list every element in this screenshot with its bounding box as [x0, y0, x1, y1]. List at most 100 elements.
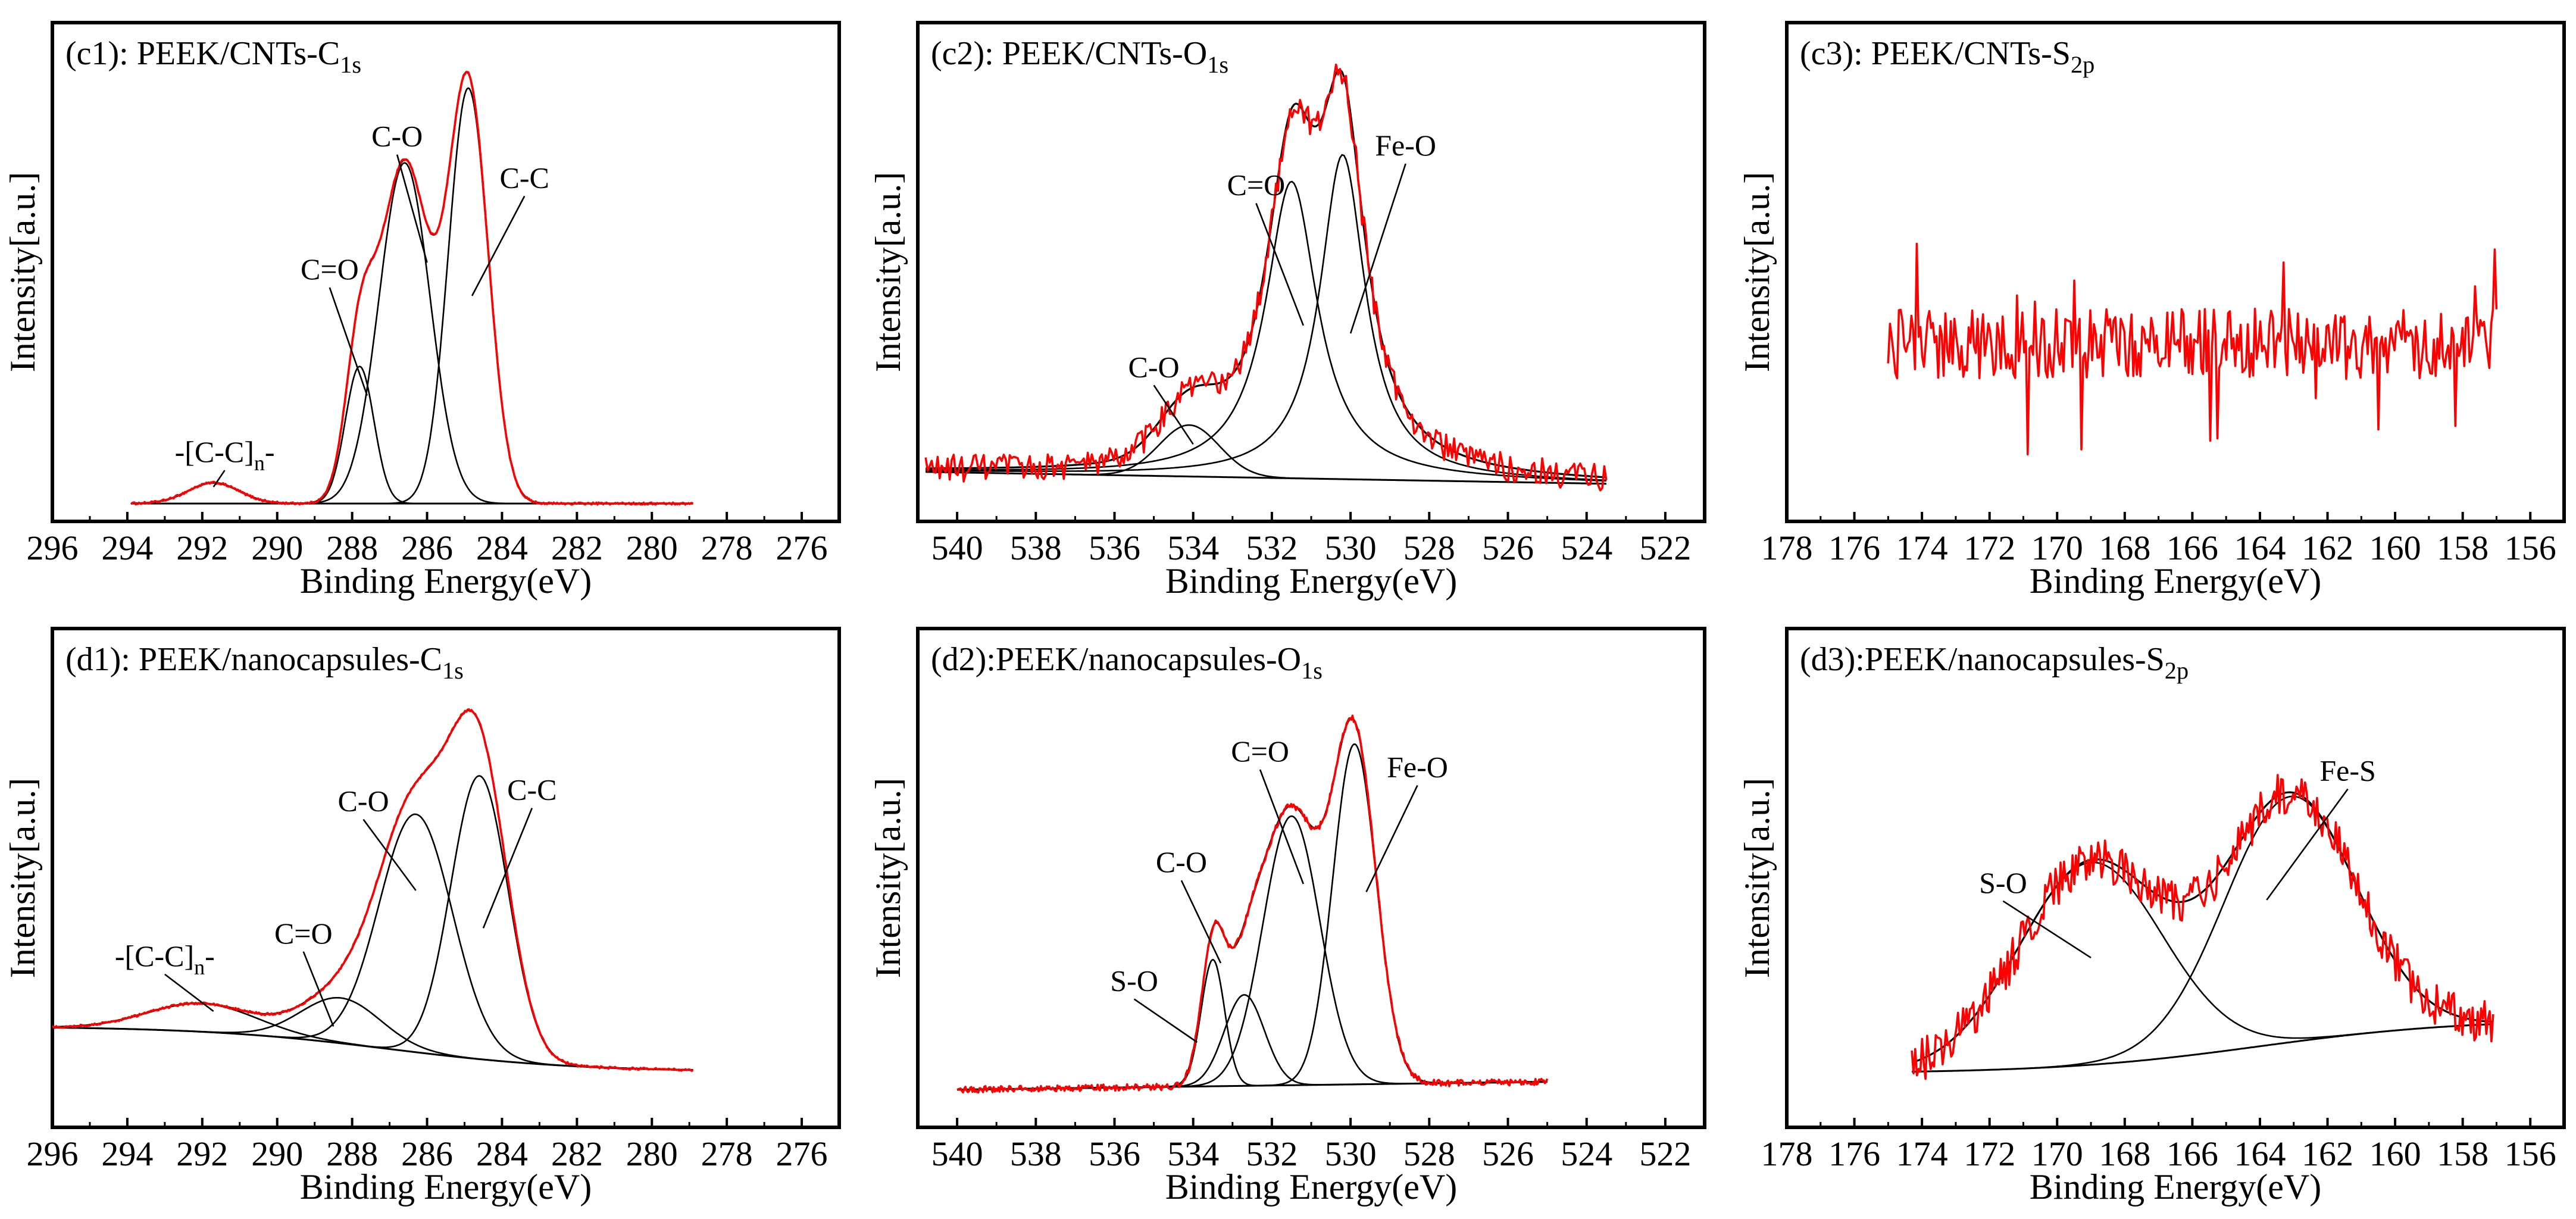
- peak-label-cc-tail: -: [205, 939, 215, 973]
- peak-label-co-text: C-O: [337, 784, 389, 818]
- panel-title-text: (c3): PEEK/CNTs-S: [1800, 35, 2071, 72]
- fit-envelope: [1911, 791, 2493, 1064]
- peak-label-fes-text: Fe-S: [2319, 754, 2375, 787]
- x-tick-label: 540: [931, 1134, 983, 1173]
- x-tick-label: 170: [2031, 529, 2083, 567]
- x-axis-title: Binding Energy(eV): [1165, 561, 1457, 601]
- panel-title: (c2): PEEK/CNTs-O1s: [931, 35, 1228, 78]
- background-line: [52, 1026, 693, 1071]
- x-tick-label: 156: [2505, 1134, 2556, 1173]
- plot-frame: [916, 627, 1706, 1129]
- annotation-leader-line: [1349, 163, 1406, 334]
- annotation-leader-line: [1255, 203, 1304, 326]
- peak-label-cc: -[C-C]n-: [175, 435, 275, 475]
- peak-label-cc: -[C-C]n-: [115, 939, 215, 979]
- panel-c1: 296 294 292 290 288 286 284 282 280 278 276 Binding…: [3, 21, 841, 601]
- x-tick-label: 162: [2302, 529, 2353, 567]
- peak-label-cc-text: -[C-C]: [175, 435, 254, 468]
- x-tick-label: 170: [2031, 1134, 2083, 1173]
- annotation-leader-line: [396, 154, 428, 263]
- peak-CC-component: [52, 775, 693, 1071]
- x-tick-label: 286: [401, 529, 453, 567]
- x-tick-label: 290: [251, 529, 303, 567]
- x-tick-label: 156: [2505, 529, 2556, 567]
- panel-title: (d1): PEEK/nanocapsules-C1s: [65, 641, 464, 684]
- peak-label-co-text: C=O: [301, 252, 359, 286]
- annotation-leader-line: [1180, 880, 1222, 964]
- peak-label-co: C=O: [1227, 168, 1286, 201]
- fit-envelope: [957, 717, 1548, 1091]
- peak-label-co-text: C=O: [274, 917, 333, 950]
- x-tick-label: 538: [1010, 529, 1062, 567]
- x-tick-label: 534: [1167, 1134, 1219, 1173]
- annotation-leader-line: [362, 818, 417, 891]
- annotation-leader-line: [1153, 385, 1194, 445]
- x-tick-label: 160: [2369, 1134, 2421, 1173]
- x-tick-label: 536: [1089, 529, 1140, 567]
- x-tick-label: 532: [1246, 1134, 1298, 1173]
- x-axis-title: Binding Energy(eV): [300, 1167, 592, 1207]
- peak-CO-component: [957, 994, 1548, 1091]
- annotation-leader-line: [1365, 785, 1418, 892]
- measured-spectrum: [924, 63, 1608, 492]
- peak-label-co: C=O: [1231, 734, 1289, 768]
- x-tick-label: 166: [2167, 1134, 2218, 1173]
- x-axis-title: Binding Energy(eV): [2030, 561, 2321, 601]
- panel-title-subscript: 1s: [442, 657, 464, 684]
- annotation-leader-line: [164, 973, 214, 1012]
- x-tick-label: 296: [27, 529, 79, 567]
- x-tick-label: 284: [476, 529, 528, 567]
- x-tick-label: 174: [1896, 529, 1948, 567]
- peak-label-feo-text: Fe-O: [1387, 751, 1448, 784]
- peak-label-co: C-O: [371, 120, 423, 153]
- plot-frame: [51, 627, 841, 1129]
- panel-title-text: (d1): PEEK/nanocapsules-C: [65, 641, 442, 678]
- peak-label-cc: C-C: [500, 161, 549, 195]
- x-tick-label: 528: [1403, 1134, 1455, 1173]
- measured-spectrum: [1887, 242, 2498, 456]
- peak-FeO-component: [957, 743, 1548, 1091]
- panel-title-subscript: 2p: [2165, 657, 2189, 684]
- x-tick-label: 296: [27, 1134, 79, 1173]
- peak-label-cc-text: -[C-C]: [115, 939, 194, 973]
- x-tick-label: 168: [2099, 529, 2150, 567]
- annotation-leader-line: [471, 195, 526, 296]
- panel-c3: 178 176 174 172 170 168 166 164 162 160 158 156 Bind…: [1737, 21, 2566, 601]
- peak-CCn-component: [131, 482, 693, 505]
- peak-label-cc-text: C-C: [507, 773, 557, 807]
- x-tick-label: 282: [551, 1134, 603, 1173]
- x-tick-label: 290: [251, 1134, 303, 1173]
- x-tick-label: 158: [2437, 1134, 2489, 1173]
- x-tick-label: 276: [776, 1134, 828, 1173]
- measured-spectrum: [51, 708, 694, 1072]
- plot-frame: [916, 21, 1706, 523]
- x-tick-label: 532: [1246, 529, 1298, 567]
- peak-label-cc-subscript: n: [194, 955, 205, 979]
- x-tick-label: 538: [1010, 1134, 1062, 1173]
- measured-spectrum: [1911, 774, 2494, 1080]
- x-tick-label: 282: [551, 529, 603, 567]
- plot-frame: [1785, 627, 2566, 1129]
- peak-label-so-text: S-O: [1979, 866, 2027, 899]
- panel-title-subscript: 2p: [2071, 51, 2094, 78]
- peak-label-feo-text: Fe-O: [1375, 129, 1436, 162]
- peak-label-co: C=O: [301, 252, 359, 286]
- y-axis-title: Intensity[a.u.]: [868, 778, 908, 979]
- x-tick-label: 540: [931, 529, 983, 567]
- x-tick-label: 176: [1828, 1134, 1880, 1173]
- annotation-leader-line: [329, 287, 368, 396]
- x-tick-label: 278: [701, 529, 753, 567]
- panel-title-subscript: 1s: [1207, 51, 1228, 78]
- measured-spectrum: [130, 71, 694, 506]
- x-tick-label: 162: [2302, 1134, 2353, 1173]
- peak-label-co: C-O: [1156, 845, 1207, 879]
- x-tick-label: 294: [101, 529, 153, 567]
- peak-label-feo: Fe-O: [1387, 751, 1448, 784]
- peak-FeO-component: [926, 154, 1606, 482]
- x-axis-title: Binding Energy(eV): [2030, 1167, 2321, 1207]
- peak-CO-component: [52, 997, 693, 1071]
- x-tick-label: 292: [176, 529, 228, 567]
- annotation-leader-line: [2002, 900, 2092, 959]
- peak-label-co-text: C=O: [1231, 734, 1289, 768]
